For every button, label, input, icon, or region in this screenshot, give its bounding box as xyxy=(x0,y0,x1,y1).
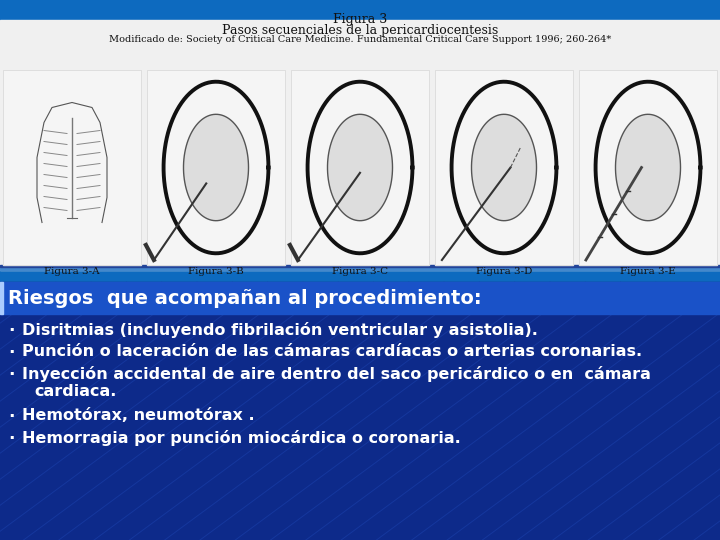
Bar xyxy=(435,70,573,265)
Text: Punción o laceración de las cámaras cardíacas o arterias coronarias.: Punción o laceración de las cámaras card… xyxy=(22,344,642,359)
Polygon shape xyxy=(328,114,392,221)
Text: Figura 3-C: Figura 3-C xyxy=(332,267,388,276)
Bar xyxy=(0,282,720,540)
Bar xyxy=(435,70,573,265)
Bar xyxy=(0,282,3,314)
Text: cardiaca.: cardiaca. xyxy=(34,384,117,399)
Text: Figura 3-E: Figura 3-E xyxy=(620,267,676,276)
Text: Modificado de: Society of Critical Care Medicine. Fundamental Critical Care Supp: Modificado de: Society of Critical Care … xyxy=(109,35,611,44)
Text: Figura 3-A: Figura 3-A xyxy=(44,267,100,276)
Text: Hemorragia por punción miocárdica o coronaria.: Hemorragia por punción miocárdica o coro… xyxy=(22,430,461,446)
Text: Figura 3-B: Figura 3-B xyxy=(188,267,244,276)
Bar xyxy=(0,265,720,267)
Bar xyxy=(579,70,717,265)
Bar xyxy=(0,282,720,314)
Polygon shape xyxy=(616,114,680,221)
Text: Riesgos  que acompañan al procedimiento:: Riesgos que acompañan al procedimiento: xyxy=(8,288,482,307)
Text: Hemotórax, neumotórax .: Hemotórax, neumotórax . xyxy=(22,408,255,423)
Text: ·: · xyxy=(8,408,14,426)
Bar xyxy=(0,0,720,282)
Bar xyxy=(291,70,429,265)
Bar xyxy=(3,70,141,265)
Bar xyxy=(147,70,285,265)
Bar xyxy=(3,70,141,265)
Text: ·: · xyxy=(8,366,14,384)
Text: ·: · xyxy=(8,344,14,362)
Text: Figura 3: Figura 3 xyxy=(333,13,387,26)
Polygon shape xyxy=(184,114,248,221)
Polygon shape xyxy=(472,114,536,221)
Text: Inyección accidental de aire dentro del saco pericárdico o en  cámara: Inyección accidental de aire dentro del … xyxy=(22,366,651,382)
Bar xyxy=(147,70,285,265)
Text: Disritmias (incluyendo fibrilación ventricular y asistolia).: Disritmias (incluyendo fibrilación ventr… xyxy=(22,322,538,338)
Bar xyxy=(579,70,717,265)
Text: Figura 3-D: Figura 3-D xyxy=(476,267,532,276)
Bar xyxy=(0,267,720,270)
Text: ·: · xyxy=(8,322,14,340)
Text: ·: · xyxy=(8,430,14,448)
Bar xyxy=(291,70,429,265)
Bar xyxy=(0,20,720,270)
Text: Pasos secuenciales de la pericardiocentesis: Pasos secuenciales de la pericardiocente… xyxy=(222,24,498,37)
